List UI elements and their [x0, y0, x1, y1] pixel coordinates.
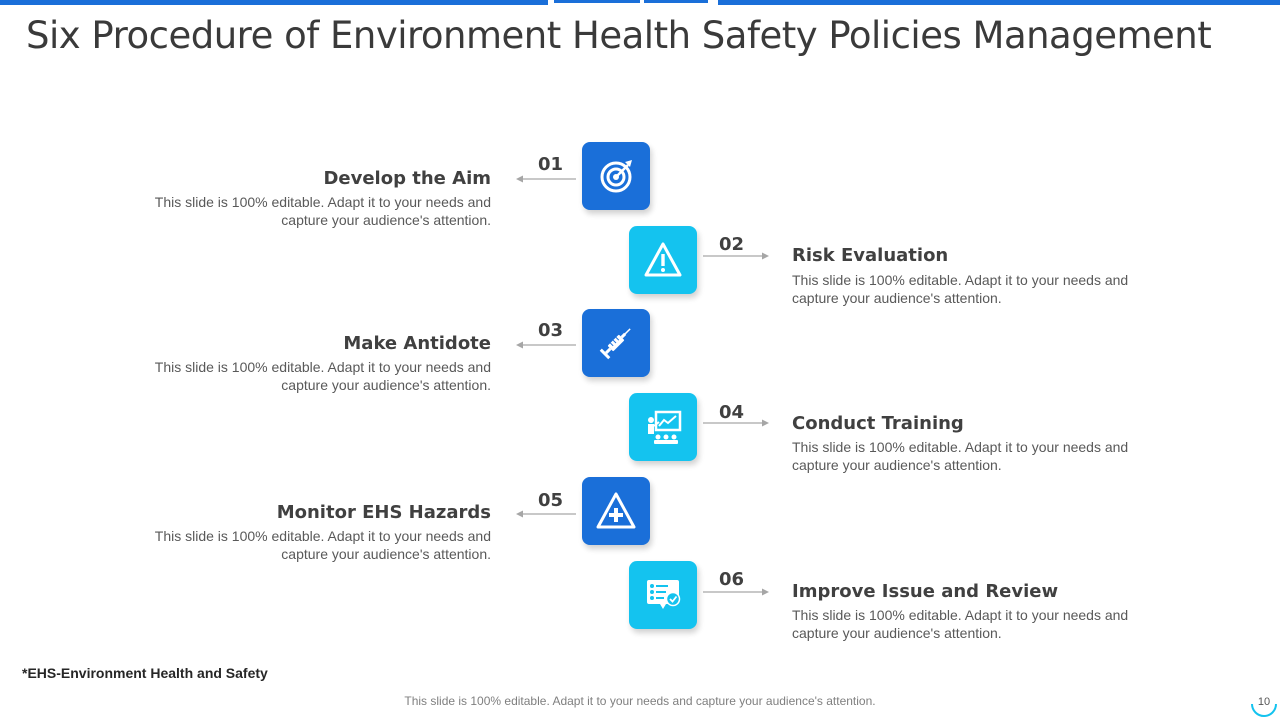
step-4-tile — [629, 393, 697, 461]
step-1-description: This slide is 100% editable. Adapt it to… — [154, 194, 491, 228]
hazard-plus-icon — [596, 492, 636, 529]
step-2-number: 02 — [719, 234, 745, 255]
page-title: Six Procedure of Environment Health Safe… — [26, 14, 1212, 57]
step-3-arrow — [516, 340, 578, 350]
page-number-arc — [1251, 703, 1277, 717]
step-4-heading: Conduct Training — [792, 413, 964, 434]
step-5-description: This slide is 100% editable. Adapt it to… — [154, 528, 491, 562]
step-4-number: 04 — [719, 402, 745, 423]
step-6-heading: Improve Issue and Review — [792, 581, 1059, 602]
step-1-arrow — [516, 174, 578, 184]
step-5-tile — [582, 477, 650, 545]
step-2-description: This slide is 100% editable. Adapt it to… — [792, 272, 1129, 306]
step-2-arrow — [703, 251, 769, 261]
review-checklist-icon — [647, 580, 681, 609]
page-number: 10 — [1257, 696, 1271, 708]
target-icon — [600, 160, 632, 193]
step-6-arrow — [703, 587, 769, 597]
step-3-description: This slide is 100% editable. Adapt it to… — [154, 359, 491, 393]
step-5-number: 05 — [538, 490, 564, 511]
step-3-number: 03 — [538, 320, 564, 341]
top-accent-notch — [548, 0, 718, 5]
step-6-tile — [629, 561, 697, 629]
step-5-heading: Monitor EHS Hazards — [276, 502, 491, 523]
syringe-icon — [599, 328, 631, 360]
step-2-tile — [629, 226, 697, 294]
step-1-tile — [582, 142, 650, 210]
step-3-heading: Make Antidote — [343, 333, 491, 354]
step-6-number: 06 — [719, 569, 745, 590]
presentation-icon — [648, 410, 682, 444]
step-5-arrow — [516, 509, 578, 519]
warning-icon — [644, 242, 682, 277]
step-3-tile — [582, 309, 650, 377]
step-1-heading: Develop the Aim — [323, 168, 491, 189]
step-2-heading: Risk Evaluation — [792, 245, 949, 266]
step-4-description: This slide is 100% editable. Adapt it to… — [792, 439, 1129, 473]
footer-text: This slide is 100% editable. Adapt it to… — [404, 694, 876, 708]
step-1-number: 01 — [538, 154, 564, 175]
step-6-description: This slide is 100% editable. Adapt it to… — [792, 607, 1129, 641]
footnote: *EHS-Environment Health and Safety — [22, 665, 268, 681]
step-4-arrow — [703, 418, 769, 428]
